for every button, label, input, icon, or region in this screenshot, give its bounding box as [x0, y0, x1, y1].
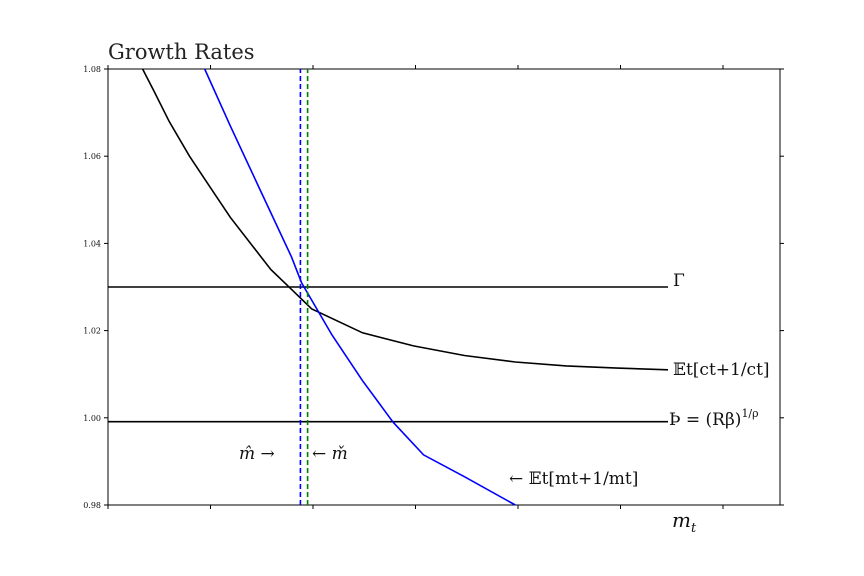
- series-label-m_check: ← m̌: [312, 444, 348, 464]
- y-axis-ticks: 1.08 1.06 1.04 1.02 1.00 0.98: [83, 65, 784, 510]
- series-label-gamma: Γ: [673, 271, 685, 291]
- series-line-cons_growth: [141, 68, 669, 371]
- series-label-mkt_growth: ← 𝔼t[mt+1/mt]: [509, 469, 638, 489]
- series-group: [108, 68, 669, 506]
- y-tick-label: 1.00: [83, 414, 101, 423]
- series-line-mkt_growth: [203, 68, 516, 506]
- chart-title: Growth Rates: [108, 40, 255, 64]
- y-tick-label: 1.06: [83, 152, 101, 161]
- y-tick-label: 0.98: [83, 501, 101, 510]
- y-tick-label: 1.08: [83, 65, 101, 74]
- x-axis-label: mt: [672, 508, 697, 536]
- series-labels: Γ 𝔼t[ct+1/ct] Þ = (Rβ)1/ρ ← 𝔼t[mt+1/mt] m̂ →…: [239, 271, 770, 489]
- x-axis-ticks: [107, 65, 724, 509]
- series-label-m_hat: m̂ →: [239, 444, 275, 464]
- series-label-thorn: Þ = (Rβ)1/ρ: [669, 407, 759, 430]
- series-label-cons_growth: 𝔼t[ct+1/ct]: [673, 360, 770, 380]
- y-tick-label: 1.04: [83, 239, 101, 248]
- y-tick-label: 1.02: [83, 327, 101, 336]
